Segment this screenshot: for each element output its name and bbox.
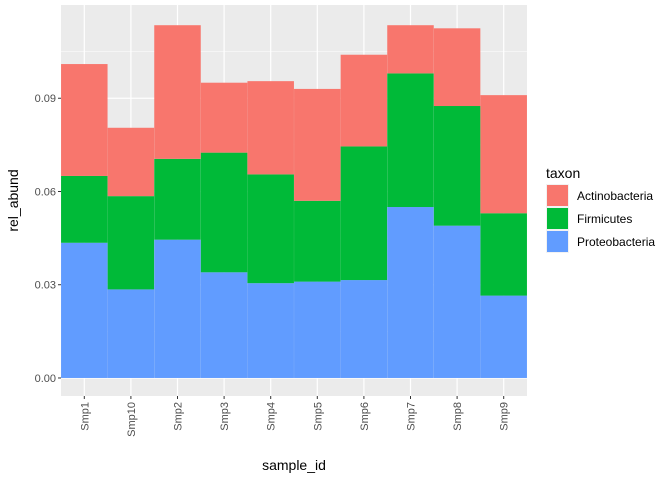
x-tick-label: Smp9 <box>499 402 511 431</box>
bar-actinobacteria-smp4 <box>247 81 294 175</box>
bar-actinobacteria-smp8 <box>433 28 481 107</box>
y-tick-label: 0.09 <box>35 93 56 105</box>
y-tick-label: 0.03 <box>35 280 56 292</box>
legend: taxon Actinobacteria Firmicutes Proteobact… <box>546 165 655 253</box>
y-tick-label: 0.06 <box>35 186 56 198</box>
y-tick-label: 0.00 <box>35 373 56 385</box>
legend-swatch-actinobacteria <box>547 185 568 206</box>
x-tick-label: Smp7 <box>406 402 418 431</box>
x-axis-ticks: Smp1 Smp10 Smp2 Smp3 Smp4 Smp5 Smp6 Smp7 Smp8 Smp… <box>79 396 511 437</box>
bar-proteobacteria-smp2 <box>154 239 201 378</box>
bar-firmicutes-smp3 <box>200 152 248 273</box>
bar-proteobacteria-smp9 <box>480 295 527 378</box>
x-tick-label: Smp5 <box>312 402 324 431</box>
bar-proteobacteria-smp8 <box>433 225 481 378</box>
bar-proteobacteria-smp4 <box>247 283 294 378</box>
bar-firmicutes-smp7 <box>387 73 434 208</box>
bar-proteobacteria-smp1 <box>61 242 108 378</box>
x-axis-title: sample_id <box>262 457 326 473</box>
legend-label-firmicutes: Firmicutes <box>577 212 632 226</box>
legend-label-proteobacteria: Proteobacteria <box>577 235 655 249</box>
bar-proteobacteria-smp6 <box>340 280 388 378</box>
bar-proteobacteria-smp7 <box>387 207 434 378</box>
bar-firmicutes-smp10 <box>107 196 155 290</box>
x-tick-label: Smp1 <box>79 402 91 431</box>
y-axis-title: rel_abund <box>5 169 21 231</box>
bar-actinobacteria-smp7 <box>387 25 434 74</box>
bars <box>61 25 527 378</box>
bar-firmicutes-smp8 <box>433 106 481 226</box>
bar-firmicutes-smp2 <box>154 158 201 240</box>
legend-label-actinobacteria: Actinobacteria <box>577 189 653 203</box>
bar-proteobacteria-smp3 <box>200 272 248 378</box>
x-tick-label: Smp4 <box>266 402 278 431</box>
legend-swatch-firmicutes <box>547 208 568 229</box>
x-tick-label: Smp2 <box>173 402 185 431</box>
bar-actinobacteria-smp9 <box>480 95 527 214</box>
bar-firmicutes-smp1 <box>61 175 108 243</box>
bar-firmicutes-smp5 <box>294 200 341 282</box>
bar-actinobacteria-smp1 <box>61 64 108 176</box>
bar-firmicutes-smp4 <box>247 174 294 284</box>
y-axis-ticks: 0.00 0.03 0.06 0.09 <box>35 93 61 385</box>
bar-actinobacteria-smp2 <box>154 25 201 159</box>
bar-actinobacteria-smp3 <box>200 82 248 153</box>
x-tick-label: Smp6 <box>359 402 371 431</box>
x-tick-label: Smp3 <box>219 402 231 431</box>
bar-proteobacteria-smp5 <box>294 281 341 378</box>
x-tick-label: Smp8 <box>452 402 464 431</box>
legend-swatch-proteobacteria <box>547 231 568 252</box>
bar-actinobacteria-smp6 <box>340 54 388 147</box>
bar-firmicutes-smp9 <box>480 213 527 296</box>
bar-actinobacteria-smp10 <box>107 127 155 197</box>
x-tick-label: Smp10 <box>126 402 138 437</box>
bar-firmicutes-smp6 <box>340 146 388 281</box>
bar-actinobacteria-smp5 <box>294 88 341 201</box>
legend-title: taxon <box>546 165 580 181</box>
bar-proteobacteria-smp10 <box>107 289 155 378</box>
